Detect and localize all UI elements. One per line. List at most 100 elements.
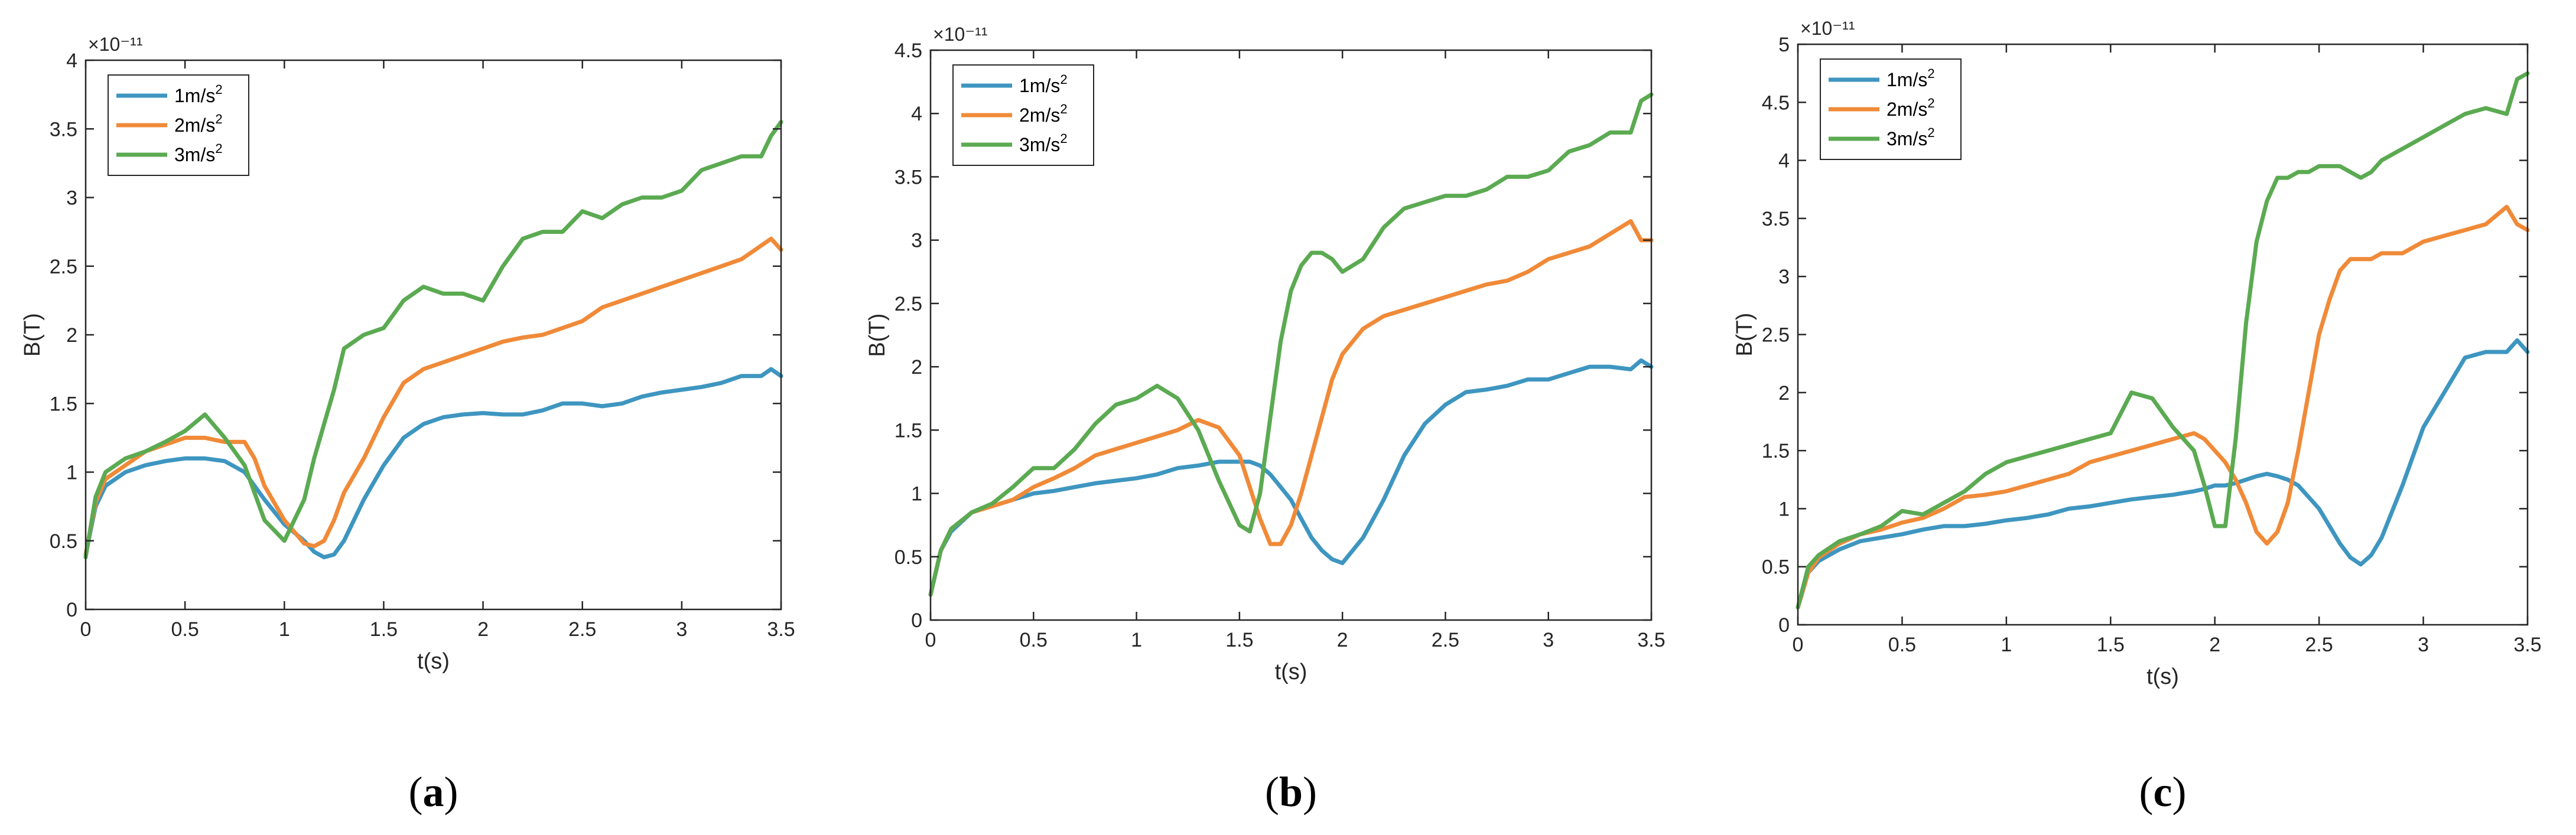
- y-tick-label: 1.5: [895, 419, 922, 442]
- legend-entry-name: 2m/s: [174, 115, 215, 136]
- legend-entry-1ms2: 1m/s2: [1019, 72, 1068, 96]
- x-tick-label: 2: [1337, 629, 1348, 651]
- legend-entry-name: 1m/s: [1887, 69, 1927, 90]
- y-tick-label: 3.5: [50, 118, 77, 141]
- legend-entry-1ms2: 1m/s2: [174, 82, 223, 106]
- x-tick-label: 1.5: [370, 618, 398, 641]
- legend-entry-superscript: 2: [1060, 102, 1067, 116]
- x-axis-label: t(s): [1275, 660, 1307, 684]
- x-tick-label: 0.5: [171, 618, 199, 641]
- legend-entry-superscript: 2: [1927, 96, 1934, 110]
- chart-panel-a: 0 0.5 1 1.5 2 2.5 3 3.5 0 0.5 1 1.5 2 2.5 3 3.5 4 ×10⁻¹¹ t…: [20, 34, 795, 816]
- panel-label-open-paren: (: [409, 768, 423, 816]
- legend-entry-superscript: 2: [215, 82, 222, 97]
- legend-entry-1ms2: 1m/s2: [1887, 66, 1935, 90]
- y-tick-label: 2: [911, 356, 922, 379]
- x-tick-label: 0: [925, 629, 936, 651]
- x-tick-label: 3: [1543, 629, 1554, 651]
- legend-entry-3ms2: 3m/s2: [1887, 125, 1935, 149]
- y-tick-label: 4: [911, 103, 922, 125]
- y-tick-label: 0.5: [895, 546, 922, 569]
- panel-label-open-paren: (: [1265, 768, 1279, 816]
- y-exponent-label: ×10⁻¹¹: [933, 24, 987, 45]
- series-line-3ms2: [83, 120, 783, 560]
- legend-entry-2ms2: 2m/s2: [1019, 102, 1068, 126]
- x-tick-label: 3: [676, 618, 687, 641]
- legend-entry-name: 3m/s: [1887, 128, 1927, 149]
- x-tick-label: 3.5: [1637, 629, 1665, 651]
- series-line-2ms2: [928, 219, 1654, 597]
- y-tick-label: 1.5: [50, 393, 77, 415]
- x-tick-label: 1: [279, 618, 290, 641]
- y-tick-label: 3.5: [895, 166, 922, 188]
- y-tick-label: 4.5: [1762, 92, 1790, 114]
- x-tick-label: 2.5: [1432, 629, 1459, 651]
- x-axis-label: t(s): [2146, 664, 2179, 689]
- legend-entry-superscript: 2: [1927, 66, 1934, 81]
- x-tick-label: 2: [477, 618, 489, 641]
- x-tick-label: 2.5: [2305, 634, 2333, 656]
- panel-label-letter: b: [1279, 768, 1303, 816]
- y-tick-label: 4.5: [895, 40, 922, 62]
- y-tick-label: 0: [1778, 614, 1790, 637]
- legend-entry-name: 1m/s: [1019, 75, 1060, 96]
- y-axis-label: B(T): [865, 314, 890, 357]
- legend-entry-superscript: 2: [215, 141, 222, 156]
- y-tick-label: 1: [911, 483, 922, 505]
- y-exponent-label: ×10⁻¹¹: [88, 34, 142, 55]
- x-tick-label: 0: [1793, 634, 1804, 656]
- y-tick-label: 0: [911, 609, 922, 632]
- y-tick-label: 2: [66, 324, 77, 347]
- y-exponent-label: ×10⁻¹¹: [1800, 18, 1855, 39]
- x-tick-label: 0.5: [1888, 634, 1916, 656]
- x-tick-label: 0.5: [1020, 629, 1048, 651]
- x-tick-label: 1.5: [2097, 634, 2125, 656]
- legend-entry-superscript: 2: [1927, 125, 1934, 140]
- y-tick-label: 2: [1778, 382, 1790, 405]
- x-tick-label: 1: [2001, 634, 2012, 656]
- y-tick-label: 5: [1778, 34, 1790, 56]
- x-tick-label: 2.5: [568, 618, 596, 641]
- y-axis-label: B(T): [1732, 313, 1757, 357]
- y-tick-label: 2.5: [50, 256, 77, 278]
- panel-label: (a): [409, 768, 458, 816]
- y-axis-label: B(T): [20, 313, 45, 357]
- x-axis-label: t(s): [417, 649, 450, 674]
- series-line-3ms2: [1796, 71, 2530, 609]
- legend-entry-superscript: 2: [215, 112, 222, 126]
- axes-box: [929, 49, 1653, 621]
- x-tick-label: 1: [1131, 629, 1142, 651]
- x-tick-label: 3.5: [2513, 634, 2541, 656]
- series-line-1ms2: [1796, 338, 2530, 609]
- x-tick-label: 0: [80, 618, 92, 641]
- legend-entry-2ms2: 2m/s2: [174, 112, 223, 136]
- series-line-1ms2: [928, 358, 1654, 597]
- panel-label-letter: c: [2154, 768, 2172, 816]
- y-tick-label: 0.5: [50, 530, 77, 553]
- legend-entry-superscript: 2: [1060, 72, 1067, 87]
- panel-label-close-paren: ): [1303, 768, 1317, 816]
- panel-label-close-paren: ): [444, 768, 458, 816]
- series-line-1ms2: [83, 367, 783, 560]
- panel-label: (b): [1265, 768, 1317, 816]
- series-line-2ms2: [83, 236, 783, 557]
- legend-entry-name: 2m/s: [1887, 99, 1927, 120]
- x-tick-label: 2: [2209, 634, 2220, 656]
- panel-label: (c): [2139, 768, 2187, 816]
- y-tick-label: 3: [1778, 266, 1790, 288]
- y-tick-label: 3: [911, 230, 922, 252]
- panel-label-letter: a: [423, 768, 444, 816]
- panel-label-close-paren: ): [2172, 768, 2186, 816]
- y-tick-label: 3.5: [1762, 208, 1790, 230]
- legend-entry-name: 1m/s: [174, 85, 215, 106]
- y-tick-label: 2.5: [1762, 324, 1790, 347]
- y-tick-label: 1: [66, 462, 77, 484]
- y-tick-label: 2.5: [895, 293, 922, 315]
- x-tick-label: 1.5: [1225, 629, 1253, 651]
- x-tick-label: 3: [2418, 634, 2429, 656]
- y-tick-label: 0.5: [1762, 556, 1790, 579]
